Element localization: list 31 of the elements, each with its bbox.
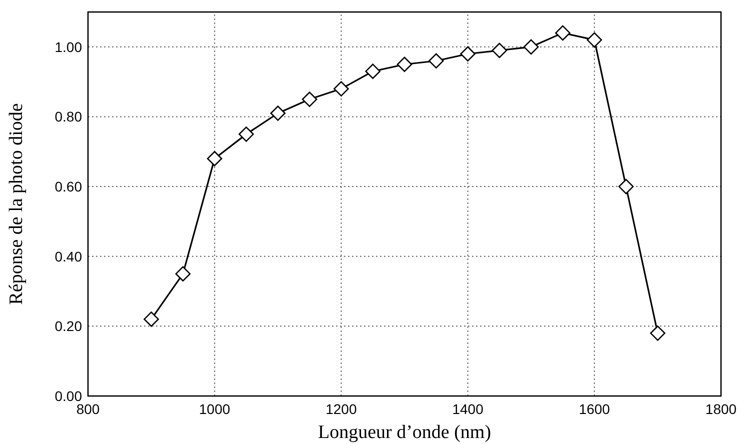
x-axis-title: Longueur d’onde (nm) — [318, 422, 492, 443]
point — [396, 56, 412, 72]
point — [650, 326, 666, 341]
x-tick-label: 1600 — [578, 401, 610, 417]
point — [144, 312, 159, 327]
x-tick-label: 1000 — [199, 401, 230, 417]
point — [523, 39, 539, 55]
point — [270, 106, 286, 121]
y-tick-label: 0.20 — [54, 318, 82, 334]
point — [586, 32, 602, 48]
point — [365, 64, 380, 79]
y-tick-label: 0.00 — [54, 388, 82, 404]
x-tick-label: 1800 — [705, 401, 737, 417]
y-tick-label: 0.60 — [54, 178, 82, 195]
y-tick-label: 0.80 — [54, 108, 82, 125]
point — [206, 150, 222, 166]
y-tick-label: 0.40 — [54, 248, 82, 264]
x-tick-label: 1200 — [326, 401, 357, 417]
x-tick-label: 800 — [76, 401, 100, 417]
point — [428, 53, 444, 69]
x-tick-label: 1400 — [452, 401, 484, 417]
point — [238, 126, 254, 142]
point — [334, 81, 349, 96]
y-tick-label: 1.00 — [54, 38, 82, 55]
point — [555, 25, 570, 41]
point — [492, 42, 508, 58]
point — [175, 266, 191, 282]
point — [460, 46, 476, 62]
point — [302, 92, 318, 107]
point — [618, 178, 634, 194]
y-axis-title: Réponse de la photo diode — [6, 103, 27, 305]
